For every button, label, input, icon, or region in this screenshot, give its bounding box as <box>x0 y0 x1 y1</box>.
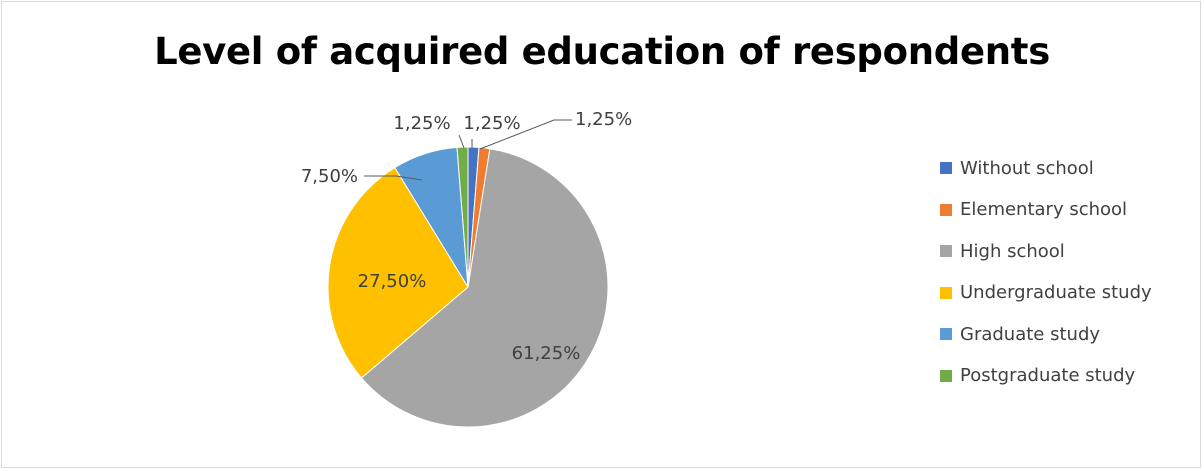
legend-label: Graduate study <box>960 323 1101 345</box>
data-label: 27,50% <box>358 271 427 292</box>
chart-title: Level of acquired education of responden… <box>154 30 1050 73</box>
leader-line <box>364 175 423 181</box>
data-label: 7,50% <box>301 166 358 187</box>
legend-item: Elementary school <box>940 194 1152 226</box>
legend-swatch <box>940 328 952 340</box>
legend-swatch <box>940 369 952 382</box>
legend-swatch <box>940 286 952 299</box>
legend-label: High school <box>960 240 1065 262</box>
legend-item: Graduate study <box>940 318 1152 350</box>
leader-line <box>479 119 572 150</box>
legend-item: High school <box>940 235 1152 267</box>
legend-swatch <box>940 245 952 257</box>
data-label: 1,25% <box>393 113 450 134</box>
leader-lines <box>364 119 572 181</box>
legend-label: Postgraduate study <box>960 365 1136 386</box>
legend-swatch <box>940 162 952 174</box>
legend-label: Without school <box>960 157 1094 179</box>
pie-slice-high-school <box>360 148 609 428</box>
pie-slice-postgraduate-study <box>456 146 469 288</box>
legend-swatch <box>940 203 952 216</box>
legend-label: Elementary school <box>960 199 1128 220</box>
legend-item: Postgraduate study <box>940 360 1152 392</box>
pie-slice-undergraduate-study <box>327 166 469 379</box>
legend-label: Undergraduate study <box>960 282 1152 303</box>
legend-item: Undergraduate study <box>940 277 1152 309</box>
leader-line <box>458 134 465 149</box>
legend: Without school Elementary school High scho… <box>940 152 1152 401</box>
data-labels: 1,25% 1,25% 61,25% 27,50% 7,50% 1,25% <box>301 109 632 364</box>
legend-item: Without school <box>940 152 1152 184</box>
data-label: 61,25% <box>512 343 581 364</box>
pie-slices <box>327 146 609 428</box>
data-label: 1,25% <box>575 109 632 130</box>
data-label: 1,25% <box>463 113 520 134</box>
